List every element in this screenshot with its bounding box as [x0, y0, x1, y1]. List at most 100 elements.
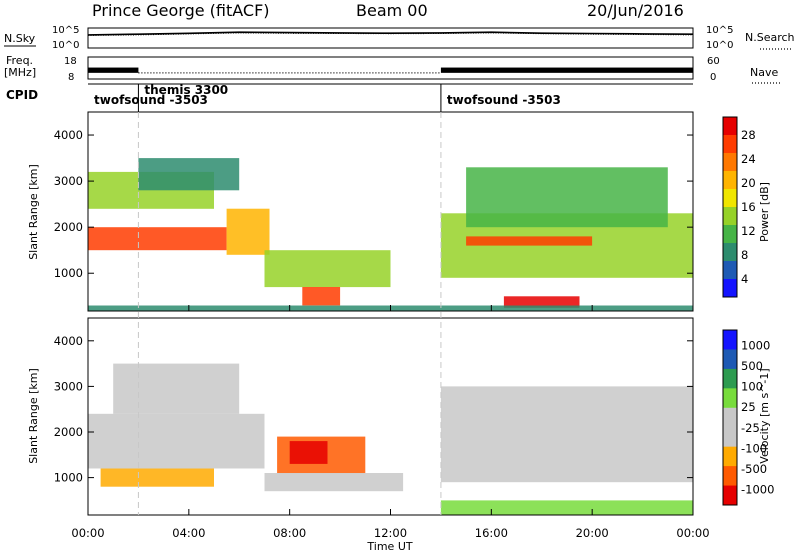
power-colorbar-tick-2: 20 [741, 176, 756, 190]
velocity-xaxis-group: 00:00 04:00 08:00 12:00 16:00 20:00 00:00 [71, 305, 710, 540]
noise-series-group [87, 31, 694, 36]
velocity-colorbar-swatch-4 [723, 407, 737, 428]
velocity-colorbar-tick-6: -500 [741, 462, 767, 476]
velocity-colorbar-tick-1: 500 [741, 359, 763, 373]
velocity-colorbar-tick-7: -1000 [741, 483, 774, 497]
power-colorbar-tick-5: 8 [741, 248, 748, 262]
power-colorbar-label: Power [dB] [758, 182, 771, 242]
velocity-region-5 [264, 473, 404, 492]
velocity-colorbar: 1000 500 100 25 -25 -100 -500 -1000 [722, 329, 774, 506]
freq-right-tick-bottom: 0 [710, 72, 716, 83]
noise-right-tick-bottom: 10^0 [706, 40, 733, 51]
power-colorbar-swatch-4 [723, 189, 737, 208]
velocity-colorbar-swatch-2 [723, 368, 737, 389]
velocity-colorbar-tick-4: -25 [741, 421, 760, 435]
power-colorbar-frame [722, 116, 738, 298]
cpid-segment-label-2: twofsound -3503 [447, 93, 561, 107]
power-colorbar-tick-6: 4 [741, 272, 748, 286]
velocity-colorbar-swatch-6 [723, 446, 737, 467]
velocity-ytick-label-0: 4000 [54, 334, 83, 348]
power-region-8 [503, 296, 580, 308]
power-region-3 [138, 158, 240, 191]
velocity-xtick-label-3: 12:00 [374, 526, 407, 540]
cpid-change-markers [137, 112, 442, 515]
cpid-label: CPID [6, 88, 38, 102]
power-region-0 [88, 227, 227, 251]
power-data-group [88, 158, 693, 311]
velocity-colorbar-tick-2: 100 [741, 380, 763, 394]
power-colorbar-swatch-8 [723, 261, 737, 280]
power-ytick-label-2: 2000 [54, 220, 83, 234]
velocity-panel: 4000 3000 2000 1000 00:00 04:00 08:00 12:00 16:… [27, 305, 774, 553]
power-ytick-label-1: 3000 [54, 174, 83, 188]
power-colorbar-swatch-5 [723, 207, 737, 226]
power-region-4 [264, 250, 391, 288]
power-colorbar-swatch-1 [723, 135, 737, 154]
frequency-panel: Freq. [MHz] 18 8 60 0 Nave [4, 54, 780, 84]
freq-label: Freq. [6, 54, 33, 67]
power-colorbar-tick-0: 28 [741, 128, 756, 142]
power-ytick-label-0: 4000 [54, 128, 83, 142]
nsearch-label: N.Search [745, 31, 795, 44]
noise-panel-frame [87, 27, 694, 49]
power-colorbar-swatch-6 [723, 225, 737, 244]
power-ylabel: Slant Range [km] [27, 164, 40, 260]
velocity-xtick-label-4: 16:00 [475, 526, 508, 540]
velocity-colorbar-tick-5: -100 [741, 441, 767, 455]
freq-unit-label: [MHz] [4, 66, 36, 79]
velocity-ylabel: Slant Range [km] [27, 368, 40, 464]
power-region-1 [226, 208, 270, 255]
noise-right-tick-top: 10^5 [706, 25, 733, 36]
velocity-region-7 [440, 500, 693, 515]
power-colorbar-swatch-0 [723, 117, 737, 136]
velocity-yaxis-group: 4000 3000 2000 1000 [54, 334, 693, 485]
velocity-data-group [88, 363, 693, 515]
frequency-band-0 [88, 67, 139, 73]
velocity-colorbar-swatch-5 [723, 427, 737, 448]
frequency-band-2 [440, 67, 693, 73]
freq-left-tick-bottom: 8 [68, 72, 74, 83]
velocity-ytick-label-2: 2000 [54, 425, 83, 439]
power-colorbar-tick-1: 24 [741, 152, 756, 166]
power-colorbar-tick-4: 12 [741, 224, 756, 238]
velocity-colorbar-swatch-7 [723, 466, 737, 487]
nave-label: Nave [750, 66, 778, 79]
velocity-colorbar-swatch-1 [723, 349, 737, 370]
velocity-region-6 [440, 386, 693, 483]
velocity-ytick-label-3: 1000 [54, 471, 83, 485]
freq-left-tick-top: 18 [64, 56, 77, 67]
velocity-colorbar-tick-3: 25 [741, 400, 756, 414]
site-title: Prince George (fitACF) [92, 1, 270, 20]
date-title: 20/Jun/2016 [587, 1, 684, 20]
power-colorbar-tick-3: 16 [741, 200, 756, 214]
power-panel: 4000 3000 2000 1000 Slant Range [km] 28 24 20… [27, 111, 771, 312]
nsky-label: N.Sky [4, 32, 36, 45]
velocity-colorbar-swatch-0 [723, 330, 737, 350]
velocity-colorbar-label: Velocity [m s^-1] [758, 368, 771, 463]
power-colorbar-swatch-9 [723, 279, 737, 298]
velocity-ytick-label-1: 3000 [54, 379, 83, 393]
noise-left-tick-top: 10^5 [52, 25, 79, 36]
power-colorbar-swatch-7 [723, 243, 737, 262]
power-region-9 [466, 167, 668, 228]
power-region-7 [466, 236, 593, 246]
power-colorbar-swatch-2 [723, 153, 737, 172]
velocity-xtick-label-0: 00:00 [71, 526, 104, 540]
velocity-xtick-label-6: 00:00 [676, 526, 709, 540]
noise-left-tick-bottom: 10^0 [52, 40, 79, 51]
velocity-xtick-label-5: 20:00 [576, 526, 609, 540]
velocity-xtick-label-1: 04:00 [172, 526, 205, 540]
beam-title: Beam 00 [356, 1, 428, 20]
velocity-colorbar-tick-0: 1000 [741, 338, 770, 352]
noise-panel: N.Sky 10^5 10^0 10^5 10^0 N.Search [4, 25, 795, 51]
cpid-segment-label-1: themis 3300 [144, 83, 228, 97]
velocity-region-0 [88, 413, 265, 469]
velocity-xtick-label-2: 08:00 [273, 526, 306, 540]
power-colorbar-swatch-3 [723, 171, 737, 190]
power-ytick-label-3: 1000 [54, 266, 83, 280]
velocity-colorbar-frame [722, 329, 738, 506]
frequency-series-group [88, 67, 693, 74]
